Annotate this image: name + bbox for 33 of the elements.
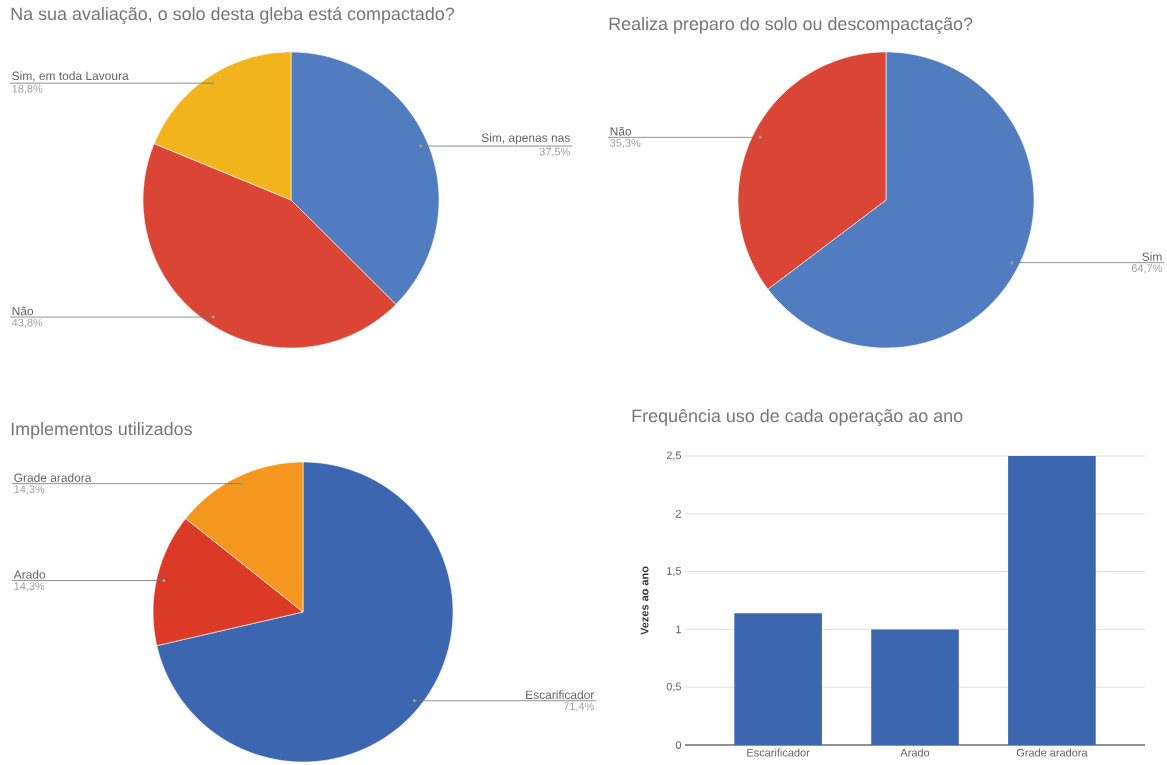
- y-tick-label: 1: [676, 625, 681, 634]
- y-tick-label: 0,5: [666, 682, 682, 692]
- data-label: 71,4%: [563, 702, 594, 712]
- data-label: 18,8%: [12, 84, 43, 94]
- slice-label: Sim: [1142, 252, 1162, 261]
- data-label: 37,5%: [539, 147, 570, 157]
- chart-title: Realiza preparo do solo ou descompactação?: [609, 17, 973, 34]
- x-tick-label: Grade aradora: [1016, 748, 1088, 757]
- chart-title: Implementos utilizados: [11, 422, 192, 439]
- bar: [1008, 456, 1096, 745]
- bar: [871, 629, 959, 745]
- slice-label: Escarificador: [526, 690, 595, 700]
- y-tick-label: 0: [675, 741, 682, 749]
- y-tick-label: 1,5: [667, 567, 682, 577]
- bar: [734, 613, 822, 745]
- data-label: 35,3%: [610, 139, 641, 149]
- chart-title: Na sua avaliação, o solo desta gleba está compactado?: [11, 6, 455, 24]
- x-tick-label: Arado: [900, 748, 930, 757]
- slice-label: Arado: [13, 570, 46, 579]
- slice-label: Sim, em toda Lavoura: [12, 71, 129, 82]
- slice-label: Grade aradora: [14, 473, 92, 482]
- data-label: 14,3%: [14, 582, 45, 592]
- y-axis-title: Vezes ao ano: [640, 566, 649, 635]
- data-label: 14,3%: [14, 485, 45, 495]
- slice-label: Não: [12, 306, 34, 316]
- y-tick-label: 2: [675, 509, 681, 518]
- x-tick-label: Escarificador: [747, 748, 810, 757]
- data-label: 64,7%: [1131, 264, 1162, 274]
- slice-label: Não: [610, 126, 632, 136]
- y-tick-label: 2,5: [666, 451, 682, 461]
- chart-title: Frequência uso de cada operação ao ano: [632, 408, 963, 426]
- slice-label: Sim, apenas nas: [481, 133, 570, 145]
- data-label: 43,8%: [11, 318, 43, 328]
